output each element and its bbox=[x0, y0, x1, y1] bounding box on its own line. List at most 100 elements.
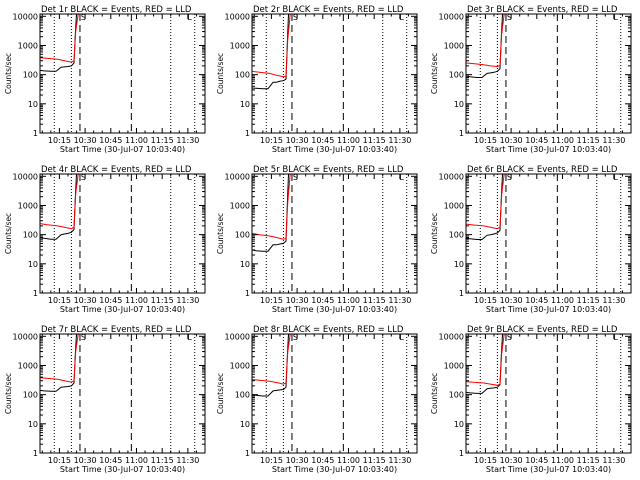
y-axis-label: Counts/sec bbox=[4, 373, 13, 414]
y-axis-label: Counts/sec bbox=[430, 53, 439, 94]
y-tick-label: 10000 bbox=[439, 12, 464, 21]
y-axis-label: Counts/sec bbox=[4, 53, 13, 94]
x-tick-label: 10:15 bbox=[48, 456, 71, 465]
plot-frame bbox=[39, 333, 206, 454]
panel-title: Det 9r BLACK = Events, RED = LLD bbox=[467, 325, 618, 335]
y-tick-label: 10 bbox=[454, 420, 464, 429]
x-tick-label: 10:45 bbox=[99, 456, 122, 465]
y-tick-label: 100 bbox=[235, 71, 250, 80]
x-tick-label: 10:45 bbox=[525, 136, 548, 145]
lld-series-line bbox=[466, 334, 631, 386]
y-tick-label: 1000 bbox=[18, 361, 38, 370]
panel-title: Det 3r BLACK = Events, RED = LLD bbox=[467, 5, 618, 15]
x-tick-label: 10:15 bbox=[260, 136, 283, 145]
marker-label-l: L bbox=[187, 333, 192, 342]
x-tick-label: 11:15 bbox=[577, 456, 600, 465]
x-tick-label: 10:45 bbox=[525, 456, 548, 465]
x-tick-label: 11:15 bbox=[363, 296, 386, 305]
lld-series-line bbox=[466, 14, 631, 68]
events-series-line bbox=[40, 14, 205, 72]
panel-title: Det 6r BLACK = Events, RED = LLD bbox=[467, 165, 618, 175]
x-tick-label: 11:30 bbox=[388, 136, 411, 145]
marker-label-s: S bbox=[507, 13, 512, 22]
y-axis-label: Counts/sec bbox=[4, 213, 13, 254]
y-tick-label: 10 bbox=[454, 100, 464, 109]
marker-label-l: L bbox=[613, 13, 618, 22]
marker-label-l: L bbox=[399, 173, 404, 182]
marker-label-s: S bbox=[293, 333, 298, 342]
y-tick-label: 10000 bbox=[439, 332, 464, 341]
x-tick-label: 10:45 bbox=[99, 136, 122, 145]
x-axis-label: Start Time (30-Jul-07 10:03:40) bbox=[60, 465, 185, 474]
x-tick-label: 10:30 bbox=[286, 136, 309, 145]
y-tick-label: 100 bbox=[235, 391, 250, 400]
y-tick-label: 10 bbox=[28, 260, 38, 269]
plot-frame bbox=[39, 13, 206, 134]
marker-label-s: S bbox=[81, 13, 86, 22]
y-tick-label: 10000 bbox=[13, 12, 38, 21]
marker-label-s: S bbox=[81, 333, 86, 342]
x-tick-label: 11:15 bbox=[151, 456, 174, 465]
events-series-line bbox=[252, 334, 417, 397]
x-tick-label: 11:15 bbox=[363, 136, 386, 145]
x-tick-label: 10:45 bbox=[311, 296, 334, 305]
x-axis-label: Start Time (30-Jul-07 10:03:40) bbox=[60, 145, 185, 154]
y-tick-label: 1 bbox=[33, 129, 38, 138]
x-tick-label: 11:00 bbox=[337, 456, 360, 465]
y-tick-label: 100 bbox=[23, 231, 38, 240]
marker-label-l: L bbox=[613, 173, 618, 182]
y-tick-label: 10000 bbox=[13, 332, 38, 341]
plot-frame bbox=[465, 333, 632, 454]
events-series-line bbox=[466, 174, 631, 240]
x-tick-label: 11:00 bbox=[551, 296, 574, 305]
x-tick-label: 10:15 bbox=[260, 296, 283, 305]
y-tick-label: 1 bbox=[459, 129, 464, 138]
x-axis-label: Start Time (30-Jul-07 10:03:40) bbox=[272, 305, 397, 314]
x-tick-label: 11:15 bbox=[577, 296, 600, 305]
plot-frame bbox=[465, 173, 632, 294]
x-tick-label: 10:30 bbox=[286, 456, 309, 465]
y-tick-label: 100 bbox=[449, 231, 464, 240]
events-series-line bbox=[252, 174, 417, 252]
y-tick-label: 100 bbox=[449, 391, 464, 400]
x-tick-label: 11:00 bbox=[551, 136, 574, 145]
lld-series-line bbox=[252, 14, 417, 78]
y-tick-label: 10000 bbox=[225, 332, 250, 341]
plot-frame bbox=[39, 173, 206, 294]
y-tick-label: 10000 bbox=[225, 172, 250, 181]
panel-title: Det 7r BLACK = Events, RED = LLD bbox=[41, 325, 192, 335]
x-axis-label: Start Time (30-Jul-07 10:03:40) bbox=[486, 465, 611, 474]
y-tick-label: 1 bbox=[33, 289, 38, 298]
y-tick-label: 1 bbox=[459, 289, 464, 298]
lld-series-line bbox=[40, 14, 205, 63]
x-tick-label: 10:45 bbox=[311, 456, 334, 465]
y-tick-label: 10 bbox=[28, 100, 38, 109]
y-tick-label: 10 bbox=[240, 260, 250, 269]
x-tick-label: 10:45 bbox=[525, 296, 548, 305]
x-tick-label: 11:15 bbox=[151, 296, 174, 305]
y-tick-label: 1 bbox=[33, 449, 38, 458]
x-tick-label: 10:45 bbox=[311, 136, 334, 145]
x-tick-label: 11:00 bbox=[551, 456, 574, 465]
x-axis-label: Start Time (30-Jul-07 10:03:40) bbox=[486, 145, 611, 154]
panel-title: Det 4r BLACK = Events, RED = LLD bbox=[41, 165, 192, 175]
lld-series-line bbox=[252, 174, 417, 240]
y-tick-label: 1000 bbox=[230, 361, 250, 370]
marker-label-l: L bbox=[399, 13, 404, 22]
plot-frame bbox=[251, 173, 418, 294]
panel-title: Det 8r BLACK = Events, RED = LLD bbox=[253, 325, 404, 335]
x-axis-label: Start Time (30-Jul-07 10:03:40) bbox=[272, 145, 397, 154]
x-tick-label: 11:30 bbox=[388, 456, 411, 465]
marker-label-l: L bbox=[399, 333, 404, 342]
x-tick-label: 11:00 bbox=[125, 296, 148, 305]
marker-label-s: S bbox=[293, 13, 298, 22]
x-tick-label: 10:15 bbox=[48, 296, 71, 305]
x-axis-label: Start Time (30-Jul-07 10:03:40) bbox=[60, 305, 185, 314]
x-tick-label: 10:30 bbox=[500, 136, 523, 145]
y-tick-label: 10 bbox=[28, 420, 38, 429]
